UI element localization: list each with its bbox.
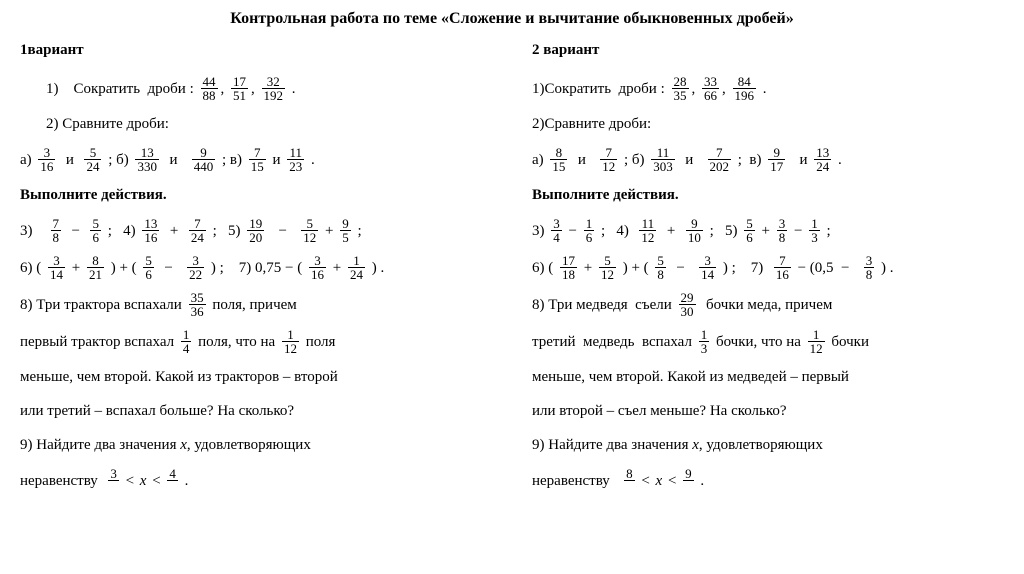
v2-task8-l3: меньше, чем второй. Какой из медведей – … [532,365,1004,389]
columns: 1вариант 1) Сократить дроби : 4488 , 175… [20,42,1004,504]
v1-task8-l4: или третий – вспахал больше? На сколько? [20,399,492,423]
v2-task9-l1: 9) Найдите два значения х, удовлетворяющ… [532,433,1004,457]
v1-task2-items: а) 316 и 524 ; б) 13330 и 9440 ; в) 715 … [20,146,492,173]
variant-1-label: 1вариант [20,42,492,59]
v2-task1: 1)Сократить дроби : 2835 , 3366 , 84196 … [532,75,1004,102]
v1-task8-l1: 8) Три трактора вспахали 3536 поля, прич… [20,291,492,318]
v2-task8-l1: 8) Три медведя съели 2930 бочки меда, пр… [532,291,1004,318]
variant-2-label: 2 вариант [532,42,1004,59]
variant-2: 2 вариант 1)Сократить дроби : 2835 , 336… [532,42,1004,504]
v2-task9-l2: неравенству 8 < х < 9 . [532,467,1004,494]
v1-task8-l3: меньше, чем второй. Какой из тракторов –… [20,365,492,389]
v2-task8-l4: или второй – съел меньше? На сколько? [532,399,1004,423]
v2-actions-label: Выполните действия. [532,183,1004,207]
v1-task8-l2: первый трактор вспахал 14 поля, что на 1… [20,328,492,355]
v1-actions-label: Выполните действия. [20,183,492,207]
v2-task2-items: а) 815 и 712 ; б) 11303 и 7202 ; в) 917 … [532,146,1004,173]
v2-task6-7: 6) ( 1718 + 512 ) + ( 58 − 314 ) ; 7) 71… [532,254,1004,281]
fraction: 4488 [201,75,218,102]
v1-task9-l1: 9) Найдите два значения х, удовлетворяющ… [20,433,492,457]
worksheet-title: Контрольная работа по теме «Сложение и в… [20,10,1004,28]
v2-task2-title: 2)Сравните дроби: [532,112,1004,136]
v2-task3-5: 3) 34 − 16 ; 4) 1112 + 910 ; 5) 56 + 38 … [532,217,1004,244]
v1-task2-title: 2) Сравните дроби: [20,112,492,136]
v1-task1: 1) Сократить дроби : 4488 , 1751 , 32192… [20,75,492,102]
v1-task6-7: 6) ( 314 + 821 ) + ( 56 − 322 ) ; 7) 0,7… [20,254,492,281]
v1-task3-5: 3) 78 − 56 ; 4) 1316 + 724 ; 5) 1920 − 5… [20,217,492,244]
v2-task8-l2: третий медведь вспахал 13 бочки, что на … [532,328,1004,355]
variant-1: 1вариант 1) Сократить дроби : 4488 , 175… [20,42,492,504]
v1-task9-l2: неравенству 3 < х < 4 . [20,467,492,494]
